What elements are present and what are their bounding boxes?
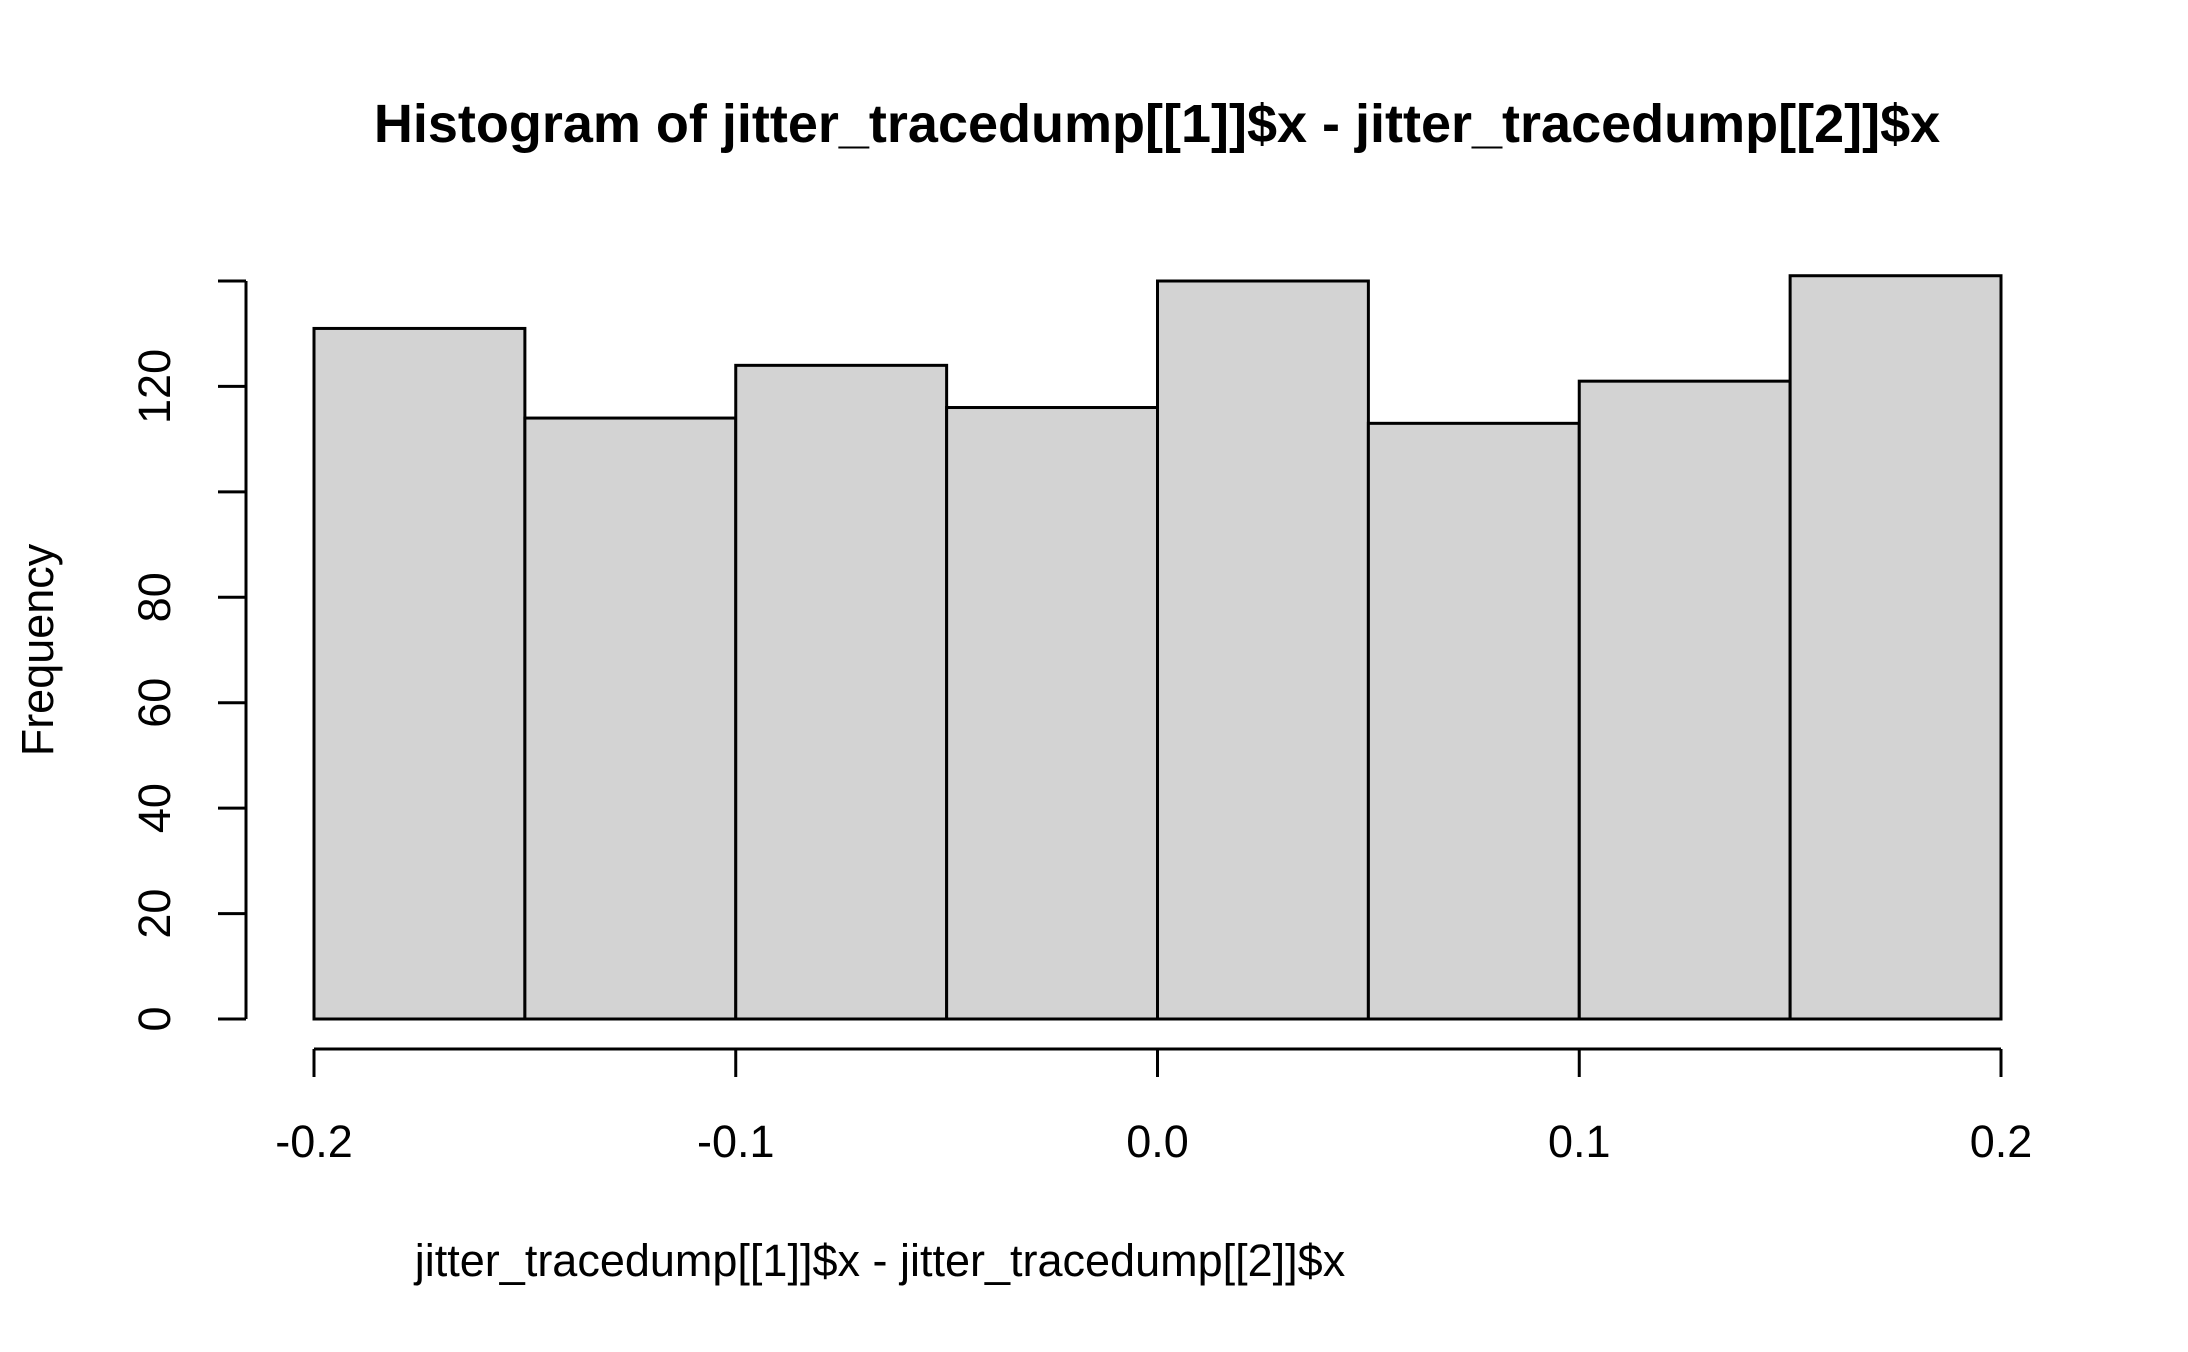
x-tick-label: 0.2 [1970, 1116, 2033, 1167]
y-tick-label: 0 [129, 1006, 180, 1031]
histogram-bar [523, 416, 738, 1021]
bars-group [312, 274, 2003, 1021]
x-tick-label: 0.1 [1548, 1116, 1611, 1167]
histogram-bar [1577, 379, 1792, 1021]
x-axis-label: jitter_tracedump[[1]]$x - jitter_tracedu… [413, 1235, 1346, 1286]
y-axis: 0 20 40 60 80 120 [129, 279, 248, 1032]
x-tick-label: -0.1 [697, 1116, 775, 1167]
y-tick-label: 80 [129, 572, 180, 622]
x-tick-label: -0.2 [275, 1116, 353, 1167]
y-tick-label: 40 [129, 783, 180, 833]
histogram-bar [1156, 279, 1370, 1021]
histogram-bar [1366, 421, 1581, 1021]
y-tick-label: 60 [129, 678, 180, 728]
x-axis: -0.2 -0.1 0.0 0.1 0.2 [275, 1047, 2033, 1167]
chart-title: Histogram of jitter_tracedump[[1]]$x - j… [374, 94, 1940, 154]
y-axis-label: Frequency [12, 543, 63, 756]
x-tick-label: 0.0 [1126, 1116, 1189, 1167]
y-tick-label: 20 [129, 889, 180, 939]
histogram-bar [1788, 274, 2003, 1021]
y-tick-label: 120 [129, 349, 180, 424]
histogram-bar [734, 363, 949, 1021]
histogram-bar [312, 326, 527, 1021]
histogram-bar [945, 406, 1159, 1021]
